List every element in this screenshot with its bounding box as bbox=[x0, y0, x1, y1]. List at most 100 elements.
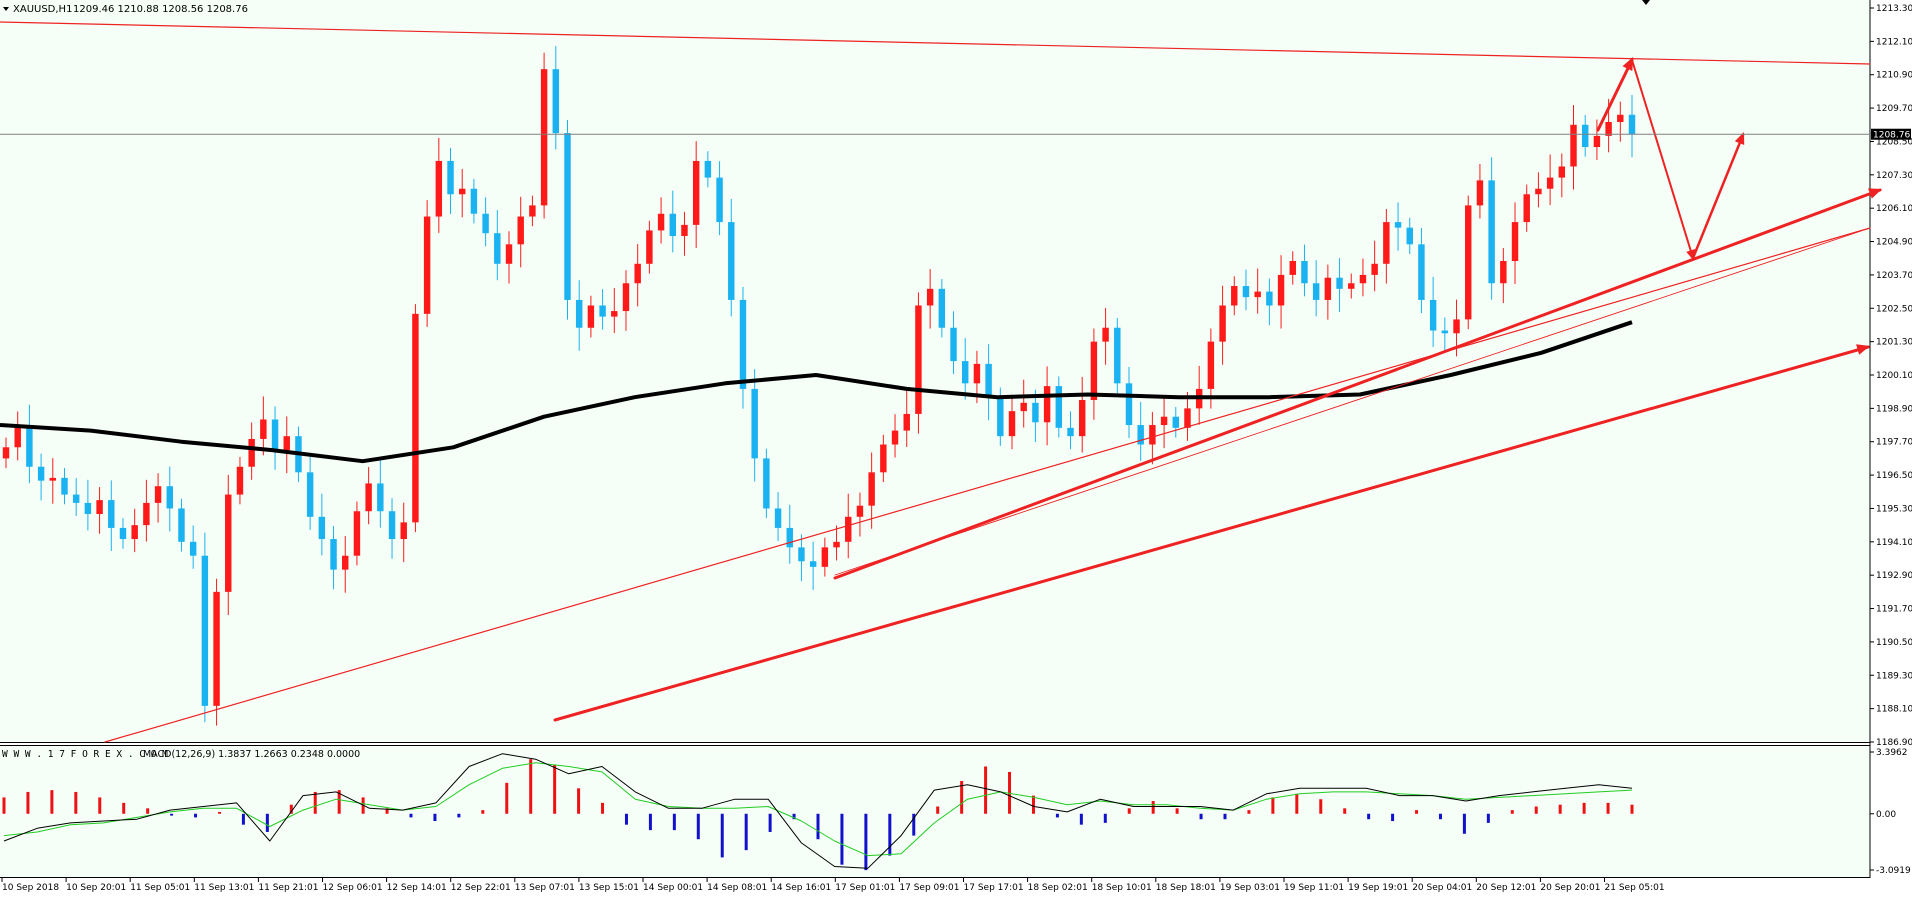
macd-histogram-bar bbox=[744, 813, 748, 851]
projection-arrow-down[interactable] bbox=[1631, 59, 1694, 259]
candle-body bbox=[213, 591, 220, 706]
macd-histogram-bar bbox=[241, 813, 245, 825]
time-tick-label: 11 Sep 05:01 bbox=[130, 883, 190, 893]
price-tick-label: 1206.10 bbox=[1876, 204, 1912, 214]
macd-histogram-bar bbox=[26, 791, 30, 814]
resistance-trendline[interactable] bbox=[0, 21, 1871, 65]
macd-layer bbox=[2, 753, 1634, 871]
candle-body bbox=[1383, 222, 1390, 264]
macd-histogram-bar bbox=[2, 797, 6, 814]
macd-histogram-bar bbox=[289, 804, 293, 814]
candle-body bbox=[271, 419, 279, 451]
macd-histogram-bar bbox=[720, 813, 724, 858]
time-tick-label: 17 Sep 01:01 bbox=[835, 883, 895, 893]
macd-tick-label: 0.00 bbox=[1876, 810, 1896, 820]
candle-body bbox=[1465, 205, 1472, 320]
candle-body bbox=[1125, 383, 1133, 426]
candle-body bbox=[72, 494, 80, 503]
candle-body bbox=[1523, 194, 1530, 223]
price-tick-label: 1192.90 bbox=[1876, 571, 1912, 581]
chart-shift-marker-icon[interactable] bbox=[1642, 0, 1650, 5]
macd-histogram-bar bbox=[1438, 813, 1442, 820]
candle-body bbox=[26, 427, 33, 467]
macd-histogram-bar bbox=[529, 759, 533, 814]
candle-body bbox=[728, 222, 735, 300]
macd-histogram-bar bbox=[577, 788, 581, 814]
time-tick-label: 11 Sep 13:01 bbox=[194, 883, 254, 893]
macd-histogram-bar bbox=[1534, 806, 1538, 814]
candle-body bbox=[1476, 180, 1484, 206]
triangle-down-icon[interactable] bbox=[3, 7, 9, 11]
candle-body bbox=[1546, 177, 1554, 189]
macd-main-line bbox=[3, 753, 1633, 869]
price-tick-label: 1196.50 bbox=[1876, 471, 1912, 481]
candle-body bbox=[1511, 222, 1519, 262]
lower-trendline[interactable] bbox=[553, 345, 1870, 722]
long-support-trendline[interactable] bbox=[104, 227, 1871, 743]
macd-histogram-bar bbox=[170, 813, 174, 816]
time-tick-label: 10 Sep 2018 bbox=[2, 883, 59, 893]
macd-histogram-bar bbox=[385, 808, 389, 814]
support-trendline-thin[interactable] bbox=[834, 227, 1871, 576]
candle-body bbox=[1043, 386, 1051, 423]
candle-body bbox=[318, 516, 326, 540]
macd-histogram-bar bbox=[265, 813, 269, 832]
candle-body bbox=[201, 555, 209, 706]
time-tick-label: 19 Sep 19:01 bbox=[1348, 883, 1408, 893]
price-tick-label: 1191.70 bbox=[1876, 605, 1912, 615]
time-tick-label: 17 Sep 09:01 bbox=[899, 883, 959, 893]
candle-body bbox=[681, 224, 688, 236]
macd-histogram-bar bbox=[1343, 808, 1347, 814]
candle-body bbox=[809, 561, 817, 567]
arrow-head-icon bbox=[1622, 57, 1633, 71]
time-tick-label: 12 Sep 06:01 bbox=[323, 883, 383, 893]
time-tick-label: 12 Sep 22:01 bbox=[451, 883, 511, 893]
candle-body bbox=[962, 361, 969, 384]
price-axis-bg bbox=[1870, 0, 1912, 897]
candle-body bbox=[1593, 135, 1601, 148]
macd-histogram-bar bbox=[313, 791, 317, 814]
time-tick-label: 21 Sep 05:01 bbox=[1605, 883, 1665, 893]
macd-histogram-bar bbox=[816, 813, 820, 840]
macd-histogram-bar bbox=[1510, 810, 1514, 814]
macd-histogram-bar bbox=[624, 813, 628, 825]
price-tick-label: 1201.30 bbox=[1876, 338, 1912, 348]
macd-histogram-bar bbox=[409, 813, 413, 818]
macd-histogram-bar bbox=[1606, 802, 1610, 814]
candle-body bbox=[692, 160, 700, 225]
time-tick-label: 14 Sep 08:01 bbox=[707, 883, 767, 893]
price-tick-label: 1189.30 bbox=[1876, 671, 1912, 681]
candle-body bbox=[1605, 121, 1612, 136]
macd-tick-label: 3.3962 bbox=[1876, 748, 1908, 758]
candle-body bbox=[482, 213, 489, 234]
macd-histogram-bar bbox=[217, 811, 221, 814]
candle-body bbox=[1149, 425, 1156, 445]
price-tick-label: 1202.50 bbox=[1876, 304, 1912, 314]
candle-body bbox=[1277, 274, 1285, 306]
macd-tick-label: -3.0919 bbox=[1876, 866, 1911, 876]
candle-body bbox=[1441, 330, 1449, 334]
candle-body bbox=[1359, 274, 1367, 284]
time-tick-label: 14 Sep 16:01 bbox=[771, 883, 831, 893]
price-tick-label: 1212.10 bbox=[1876, 37, 1912, 47]
candle-body bbox=[330, 539, 337, 570]
time-tick-label: 11 Sep 21:01 bbox=[258, 883, 318, 893]
projection-arrow-rebound[interactable] bbox=[1691, 133, 1745, 260]
macd-pane-bg bbox=[0, 745, 1870, 877]
candle-body bbox=[365, 483, 372, 512]
time-tick-label: 18 Sep 02:01 bbox=[1028, 883, 1088, 893]
support-trendline-thick[interactable] bbox=[833, 188, 1882, 580]
arrow-head-icon bbox=[1734, 132, 1745, 145]
candle-body bbox=[669, 213, 676, 236]
candle-body bbox=[1324, 277, 1332, 300]
projection-arrow-up[interactable] bbox=[1596, 58, 1634, 132]
candle-body bbox=[1488, 180, 1495, 284]
price-tick-label: 1194.10 bbox=[1876, 538, 1912, 548]
candle-body bbox=[1406, 227, 1413, 245]
candle-body bbox=[400, 522, 407, 540]
candle-body bbox=[1008, 411, 1016, 437]
candle-body bbox=[716, 177, 723, 223]
macd-histogram-bar bbox=[1486, 813, 1490, 823]
